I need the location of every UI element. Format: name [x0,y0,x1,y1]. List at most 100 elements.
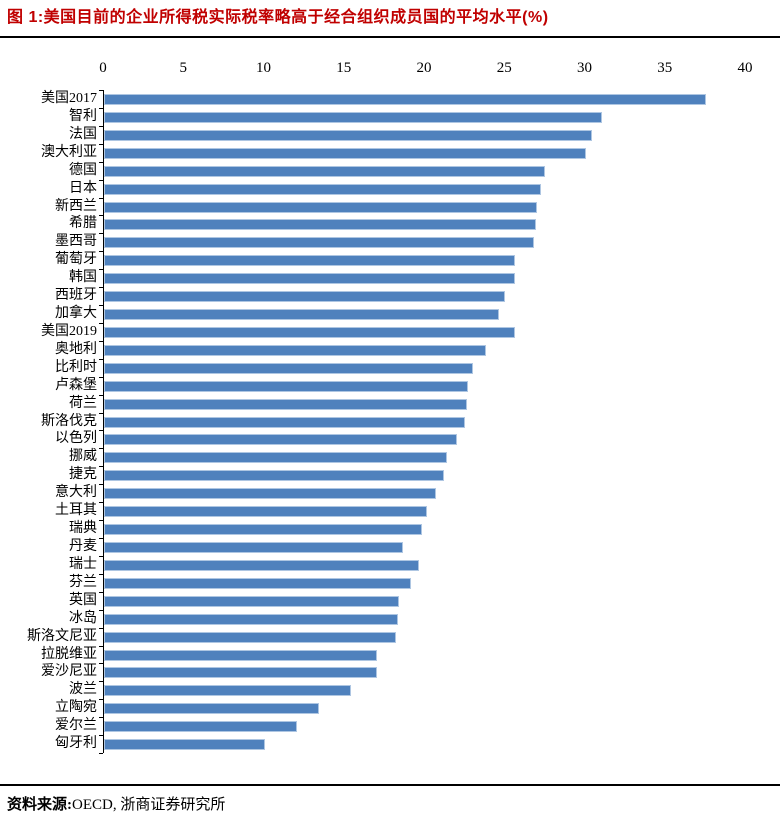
category-label: 冰岛 [69,610,97,626]
bar [104,577,411,589]
category-label: 瑞典 [69,521,97,537]
category-label: 以色列 [55,431,97,447]
category-axis-tick [99,555,103,557]
category-label: 爱尔兰 [55,718,97,734]
category-label: 意大利 [55,485,97,501]
bar [104,201,538,213]
category-axis-tick [99,376,103,378]
category-label: 希腊 [69,216,97,232]
category-label: 奥地利 [55,341,97,357]
category-label: 墨西哥 [55,234,97,250]
bar [104,416,466,428]
category-axis-tick [99,269,103,271]
category-axis-tick [99,430,103,432]
category-axis-tick [99,412,103,414]
bar [104,129,592,141]
bar [104,326,515,338]
x-axis-tick-label: 0 [99,60,107,76]
category-axis-tick [99,125,103,127]
category-axis-tick [99,143,103,145]
bar [104,506,427,518]
x-axis-tick-label: 30 [577,60,592,76]
category-label: 拉脱维亚 [41,646,97,662]
bar [104,613,398,625]
bar [104,273,515,285]
category-label: 西班牙 [55,288,97,304]
bar [104,147,586,159]
bar [104,237,535,249]
category-axis-tick [99,394,103,396]
bar [104,291,506,303]
category-label: 瑞士 [69,556,97,572]
category-label: 挪威 [69,449,97,465]
bar [104,255,515,267]
bar [104,524,422,536]
bar [104,380,469,392]
bar [104,703,320,715]
category-axis-tick [99,609,103,611]
category-label: 捷克 [69,467,97,483]
category-axis-tick [99,484,103,486]
category-label: 匈牙利 [55,736,97,752]
category-label: 日本 [69,180,97,196]
category-axis-tick [99,573,103,575]
bar [104,649,377,661]
category-axis-tick [99,645,103,647]
category-axis-tick [99,233,103,235]
bar [104,434,458,446]
category-label: 土耳其 [55,503,97,519]
bar [104,111,602,123]
bar [104,309,499,321]
bar [104,219,536,231]
category-axis-tick [99,735,103,737]
category-axis-tick [99,681,103,683]
category-label: 葡萄牙 [55,252,97,268]
category-label: 澳大利亚 [41,144,97,160]
category-axis-tick [99,448,103,450]
bar [104,542,403,553]
category-axis-tick [99,663,103,665]
bar [104,165,546,177]
category-axis-tick [99,340,103,342]
category-axis-line [103,90,104,754]
bar [104,344,486,356]
source-label: 资料来源: [7,797,72,813]
category-axis-tick [99,251,103,253]
x-axis-tick-label: 25 [496,60,512,76]
bar [104,685,352,697]
category-label: 法国 [69,126,97,142]
bar [104,398,467,410]
x-axis-tick-label: 10 [256,60,271,76]
bar [104,631,397,643]
category-axis-tick [99,305,103,307]
category-axis-tick [99,627,103,629]
figure-title: 图 1:美国目前的企业所得税实际税率略高于经合组织成员国的平均水平(%) [7,9,549,26]
category-axis-tick [99,322,103,324]
category-axis-tick [99,502,103,504]
category-label: 新西兰 [55,198,97,214]
category-label: 波兰 [69,682,97,698]
bar [104,559,419,571]
category-axis-tick [99,197,103,199]
category-label: 斯洛文尼亚 [27,628,97,644]
source-text: 资料来源:OECD, 浙商证券研究所 [7,793,225,814]
bar [104,183,541,195]
x-axis-tick-label: 35 [657,60,673,76]
footer-divider-line [0,784,780,786]
bar [104,94,706,105]
category-label: 斯洛伐克 [41,413,97,429]
category-label: 芬兰 [69,574,97,590]
category-axis-tick [99,90,103,91]
category-label: 荷兰 [69,395,97,411]
bar [104,452,448,464]
category-label: 卢森堡 [55,377,97,393]
bar [104,721,297,733]
category-axis-tick [99,107,103,109]
bar [104,667,377,679]
x-axis-tick-label: 20 [416,60,432,76]
category-label: 德国 [69,162,97,178]
category-axis-tick [99,215,103,217]
category-label: 比利时 [55,359,97,375]
category-axis-tick [99,753,103,755]
category-label: 爱沙尼亚 [41,664,97,680]
